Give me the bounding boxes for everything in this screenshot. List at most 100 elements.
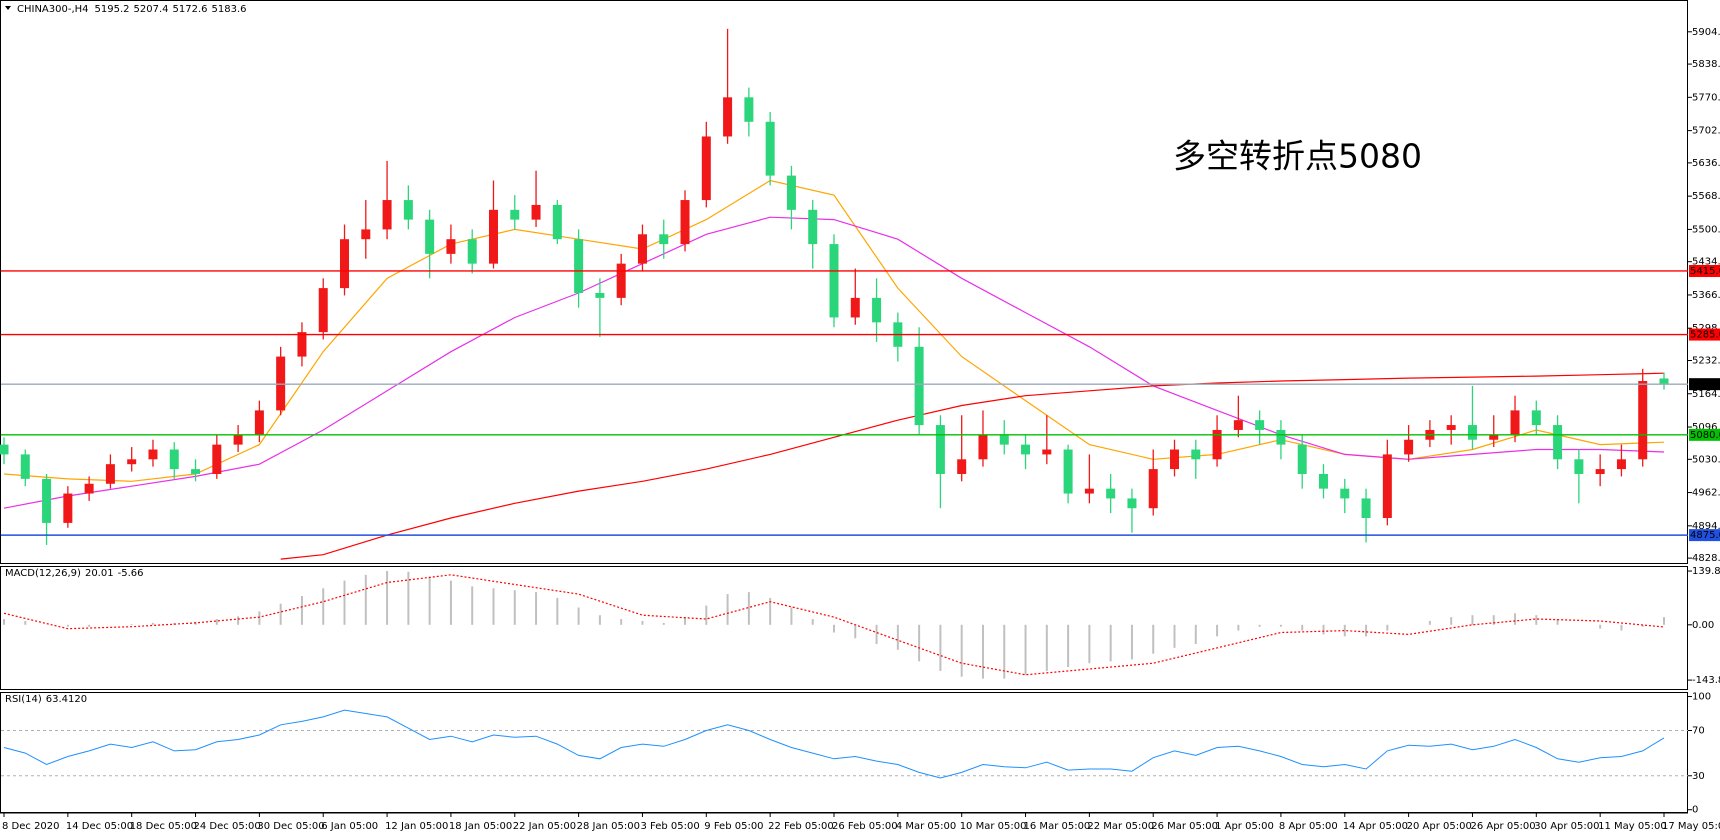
x-tick-label: 22 Mar 05:00 (1087, 821, 1154, 832)
candle-body (680, 200, 690, 245)
rsi-title: RSI(14) (5, 694, 42, 705)
candle-body (723, 97, 733, 137)
y-tick-label: -143.82 (1692, 675, 1720, 686)
level-label-bg (1689, 378, 1720, 391)
y-tick-label: 5636.0 (1692, 158, 1720, 169)
candle-body (1191, 449, 1201, 460)
candle-body (999, 434, 1009, 445)
y-tick-label: 5030.0 (1692, 454, 1720, 465)
y-tick-label: 4828.0 (1692, 553, 1720, 564)
candle-body (510, 209, 520, 220)
level-label: 5183.6 (1690, 379, 1720, 390)
x-tick-label: 18 Dec 05:00 (130, 821, 197, 832)
rsi-value: 63.4120 (46, 694, 87, 705)
y-tick-label: 5568.0 (1692, 191, 1720, 202)
y-tick-label: 100 (1692, 692, 1711, 703)
candle-body (1021, 444, 1031, 455)
candle-body (212, 444, 222, 474)
close: 5183.6 (212, 4, 247, 15)
x-tick-label: 28 Jan 05:00 (577, 821, 640, 832)
candle-body (1574, 459, 1584, 474)
candle-body (574, 239, 584, 293)
candle-body (42, 478, 52, 523)
candle-body (63, 493, 73, 523)
candle-body (1255, 420, 1265, 430)
x-tick-label: 30 Apr 05:00 (1534, 821, 1599, 832)
candle-body (1361, 498, 1371, 518)
candle-body (935, 425, 945, 474)
y-tick-label: 5770.0 (1692, 92, 1720, 103)
header: CHINA300-,H4 5195.2 5207.4 5172.6 5183.6 (17, 4, 247, 15)
y-tick-label: 5904.0 (1692, 27, 1720, 38)
signal-value: -5.66 (118, 568, 144, 579)
candle-body (1553, 425, 1563, 460)
candle-body (488, 209, 498, 264)
y-tick-label: 5434.0 (1692, 257, 1720, 268)
candle-body (552, 204, 562, 240)
x-tick-label: 26 Feb 05:00 (832, 821, 898, 832)
x-tick-label: 24 Dec 05:00 (194, 821, 261, 832)
candle-body (340, 239, 350, 289)
level-label: 5285.0 (1690, 330, 1720, 341)
x-tick-label: 22 Jan 05:00 (513, 821, 576, 832)
moving-average (280, 372, 1665, 560)
x-tick-label: 22 Feb 05:00 (768, 821, 834, 832)
candle-body (1127, 498, 1137, 509)
candle-body (616, 263, 626, 298)
candle-body (1063, 449, 1073, 494)
macd-header: MACD(12,26,9) 20.01 -5.66 (5, 568, 143, 579)
candle-body (850, 297, 860, 318)
candle-body (637, 234, 647, 264)
x-tick-label: 14 Apr 05:00 (1343, 821, 1408, 832)
candle-body (1595, 469, 1605, 474)
candle-body (829, 244, 839, 318)
candle-body (1382, 454, 1392, 518)
x-tick-label: 14 Dec 05:00 (66, 821, 133, 832)
candle-body (978, 434, 988, 460)
x-tick-label: 26 Mar 05:00 (1151, 821, 1218, 832)
candle-body (1084, 488, 1094, 494)
candle-body (659, 234, 669, 245)
level-label-bg (1689, 328, 1720, 341)
candle-body (191, 469, 201, 474)
candle-body (1297, 444, 1307, 474)
candle-body (403, 200, 413, 220)
x-tick-label: 8 Apr 05:00 (1279, 821, 1338, 832)
candle-body (1446, 425, 1456, 430)
x-tick-label: 20 Apr 05:00 (1407, 821, 1472, 832)
y-tick-label: 0 (1692, 805, 1698, 816)
candle-body (297, 332, 307, 357)
candle-body (20, 454, 30, 479)
y-tick-label: 0.00 (1692, 620, 1714, 631)
candle-body (1467, 425, 1477, 440)
candle-body (1042, 449, 1052, 455)
candle-body (1489, 434, 1499, 440)
candle-body (127, 459, 137, 465)
candle-body (446, 239, 456, 254)
y-tick-label: 139.86 (1692, 566, 1720, 577)
x-tick-label: 8 Dec 2020 (2, 821, 60, 832)
candle-body (169, 449, 179, 470)
level-label-bg (1689, 529, 1720, 542)
y-tick-label: 5366.0 (1692, 290, 1720, 301)
candle-body (467, 239, 477, 264)
candle-body (1510, 410, 1520, 435)
candle-body (1616, 459, 1626, 470)
candle-body (84, 483, 94, 494)
menu-arrow[interactable] (5, 6, 11, 10)
x-tick-label: 10 Mar 05:00 (960, 821, 1027, 832)
candle-body (914, 346, 924, 426)
candle-body (105, 464, 115, 484)
symbol: CHINA300-,H4 (17, 4, 89, 15)
candle-body (531, 204, 541, 220)
candle-body (765, 121, 775, 176)
candle-body (1212, 429, 1222, 460)
candle-body (595, 292, 605, 298)
level-label-bg (1689, 428, 1720, 441)
candle-body (1106, 488, 1116, 499)
level-label-bg (1689, 264, 1720, 277)
candle-body (1638, 381, 1648, 460)
candle-body (1531, 410, 1541, 426)
candle-body (1148, 469, 1158, 509)
high: 5207.4 (134, 4, 169, 15)
